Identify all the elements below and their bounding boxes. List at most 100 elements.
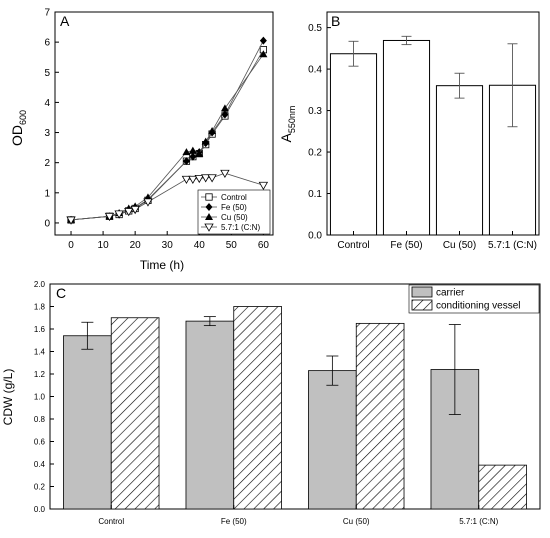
panel-c-y-axis-title: CDW (g/L) (1, 369, 15, 426)
panel-a-y-label-main: OD (9, 125, 25, 146)
panel-a-y-tick-label: 7 (44, 8, 50, 19)
panel-c-legend-label: conditioning vessel (436, 301, 521, 312)
panel-c-y-tick-label: 0.6 (34, 438, 46, 447)
open-triangle-down-marker (258, 181, 269, 191)
filled-diamond-marker (182, 157, 190, 166)
filled-triangle-up-marker (201, 137, 210, 145)
filled-triangle-up-marker (259, 50, 268, 58)
panel-a-x-tick-label: 20 (130, 240, 142, 251)
svg-text:A550nm: A550nm (278, 106, 297, 143)
filled-triangle-up-marker (220, 104, 229, 112)
open-triangle-down-marker (104, 212, 115, 222)
open-triangle-down-marker (143, 198, 153, 207)
panel-c-bar-carrier (308, 370, 357, 510)
panel-a-x-tick-label: 0 (68, 240, 74, 251)
filled-diamond-marker (259, 36, 267, 45)
panel-a-y-label-sub: 600 (18, 110, 28, 125)
panel-c-y-tick-label: 0.0 (34, 505, 46, 514)
open-triangle-down-marker (66, 216, 76, 225)
filled-triangle-up-marker (208, 127, 217, 135)
panel-c-x-tick-label: 5.7:1 (C:N) (459, 517, 498, 526)
panel-c-bar-carrier (63, 335, 112, 510)
panel-b-y-tick-label: 0.1 (308, 189, 322, 200)
panel-c-y-tick-label: 1.0 (34, 393, 46, 402)
panel-b-letter: B (331, 13, 340, 29)
panel-c-bar-conditioning-vessel (110, 317, 160, 510)
panel-c-legend-swatch (411, 286, 433, 298)
panel-a-legend-item: Control (201, 193, 247, 202)
panel-a-legend-label: Cu (50) (221, 213, 248, 222)
panel-c-y-tick-label: 2.0 (34, 280, 46, 289)
panel-a-x-axis-title: Time (h) (140, 258, 184, 272)
filled-diamond-marker (205, 203, 213, 211)
open-triangle-down-marker (207, 174, 217, 183)
panel-c-bar-conditioning-vessel (355, 322, 405, 510)
panel-b-x-tick-label: Control (337, 240, 369, 251)
panel-c-x-tick-label: Control (98, 517, 124, 526)
panel-a-y-tick-label: 3 (44, 128, 50, 139)
panel-a-y-tick-label: 4 (44, 98, 50, 109)
panel-b-y-tick-label: 0.4 (308, 65, 322, 76)
panel-c-bar-conditioning-vessel (478, 464, 527, 510)
panel-c-bar-carrier (185, 320, 235, 510)
panel-c-y-tick-label: 1.8 (34, 303, 46, 312)
open-triangle-down-marker (194, 174, 204, 184)
panel-b-x-tick-label: Cu (50) (443, 240, 476, 251)
panel-c-legend-swatch (411, 299, 433, 311)
panel-a-series-3 (66, 169, 269, 225)
panel-a-legend-item: Cu (50) (201, 213, 248, 222)
panel-c-legend: carrier conditioning vessel (408, 284, 540, 314)
panel-a-legend-label: Control (221, 193, 247, 202)
open-triangle-down-marker (124, 208, 134, 217)
panel-a-y-axis-title: OD600 (9, 110, 28, 146)
panel-b-bar (435, 85, 484, 236)
panel-c-y-tick-label: 0.4 (34, 460, 46, 469)
panel-c-y-tick-label: 1.4 (34, 348, 46, 357)
panel-c-legend-item: conditioning vessel (411, 299, 521, 312)
panel-b-y-tick-label: 0.0 (308, 231, 322, 242)
panel-c-chart: C CDW (g/L) 0.0 0.2 0.4 0.6 0.8 1.0 1.2 1.4 1.6 1… (1, 280, 541, 526)
panel-a-x-tick-label: 10 (98, 240, 110, 251)
panel-b-y-label-main: A (278, 132, 294, 142)
open-triangle-down-marker (204, 223, 214, 232)
panel-c-legend-label: carrier (436, 288, 465, 299)
panel-b-chart: B A550nm 0.0 0.1 0.2 0.3 0.4 0.5 Control Fe (5… (278, 11, 540, 251)
panel-a-letter: A (60, 13, 70, 29)
panel-a-y-tick-label: 6 (44, 38, 50, 49)
panel-a-y-tick-label: 5 (44, 68, 50, 79)
panel-b-y-axis-title: A550nm (278, 106, 297, 143)
panel-a-legend-item: Fe (50) (201, 203, 247, 212)
panel-c-y-tick-label: 1.6 (34, 325, 46, 334)
open-triangle-down-marker (220, 169, 230, 179)
open-triangle-down-marker (181, 175, 192, 185)
panel-b-x-tick-label: Fe (50) (390, 240, 422, 251)
panel-c-letter: C (56, 285, 66, 301)
open-triangle-down-marker (188, 175, 198, 185)
open-triangle-down-marker (114, 210, 124, 219)
open-triangle-down-marker (200, 174, 211, 183)
panel-c-bar-conditioning-vessel (233, 306, 282, 510)
panel-c-y-label: CDW (g/L) (1, 369, 15, 426)
filled-triangle-up-marker (182, 148, 191, 156)
panel-a-x-tick-label: 60 (258, 240, 270, 251)
svg-text:OD600: OD600 (9, 110, 28, 146)
panel-b-y-tick-label: 0.2 (308, 148, 322, 159)
open-square-marker (205, 193, 213, 201)
panel-a-y-tick-label: 2 (44, 158, 50, 169)
panel-a-y-tick-label: 1 (44, 188, 50, 199)
panel-a-legend-label: Fe (50) (221, 203, 247, 212)
panel-c-legend-item: carrier (411, 286, 465, 299)
panel-b-y-tick-label: 0.3 (308, 106, 322, 117)
panel-a-x-tick-label: 30 (162, 240, 174, 251)
filled-triangle-up-marker (188, 146, 197, 154)
filled-diamond-marker (221, 110, 229, 119)
panel-b-x-tick-label: 5.7:1 (C:N) (488, 240, 537, 251)
panel-c-y-tick-label: 0.8 (34, 415, 46, 424)
panel-c-y-tick-label: 0.2 (34, 483, 46, 492)
panel-b-bar (382, 39, 431, 236)
panel-a-x-tick-label: 40 (194, 240, 206, 251)
open-triangle-down-marker (130, 205, 140, 215)
